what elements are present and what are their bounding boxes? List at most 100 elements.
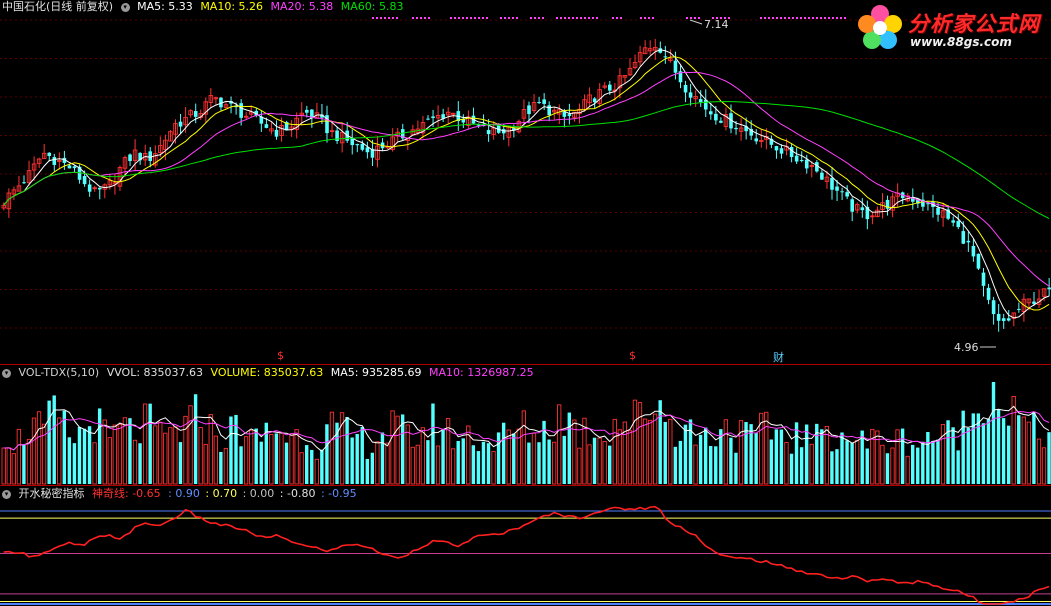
top-dot-marker (836, 17, 838, 19)
volume-bar (1026, 421, 1032, 485)
candle-body (496, 124, 501, 133)
volume-bar (476, 451, 481, 484)
candle (759, 129, 764, 148)
candle (229, 96, 233, 114)
candle (527, 101, 531, 124)
candle-body (769, 138, 774, 145)
top-dot-marker (530, 17, 532, 19)
candle-body (11, 189, 17, 195)
candle-body (608, 84, 612, 91)
volume-bar (622, 421, 628, 485)
volume-bar (1021, 416, 1026, 485)
candle (799, 151, 804, 163)
candle-body (703, 99, 708, 110)
volume-bar (582, 417, 587, 485)
candle-body (57, 160, 62, 162)
candle (41, 144, 47, 159)
candle-body (824, 176, 830, 182)
top-dot-marker (504, 17, 506, 19)
candle-body (1006, 318, 1011, 321)
volume-bar (744, 422, 748, 484)
top-dot-marker (462, 17, 464, 19)
dropdown-icon[interactable]: ▾ (2, 489, 11, 499)
candle (1006, 310, 1011, 322)
candle-body (885, 199, 890, 209)
candle-body (840, 191, 844, 193)
candle-body (36, 158, 42, 164)
candle (996, 304, 1001, 332)
volume-bar (47, 400, 51, 484)
candle (744, 117, 748, 140)
candle (577, 103, 582, 124)
top-dot-marker (384, 17, 386, 19)
level-2-label: : 0.70 (205, 487, 238, 500)
candle (587, 87, 592, 108)
top-dot-marker (686, 17, 688, 19)
candle-body (531, 102, 537, 112)
volume-bar (223, 447, 229, 485)
candle-body (809, 164, 815, 168)
candle (789, 143, 794, 163)
candle-body (92, 187, 97, 190)
top-dot-marker (784, 17, 786, 19)
volume-bar (501, 422, 506, 484)
marker-dollar-1[interactable]: $ (277, 349, 284, 362)
candle (117, 165, 123, 191)
candle-body (107, 180, 113, 186)
volume-bar (345, 416, 349, 484)
candle (47, 152, 52, 162)
volume-bar (714, 446, 718, 484)
candle-body (875, 209, 880, 218)
candle (6, 188, 12, 218)
volume-bar (709, 445, 713, 484)
candle (178, 114, 183, 134)
top-dot-marker (376, 17, 378, 19)
candle (820, 168, 824, 180)
candle-body (632, 62, 638, 69)
dropdown-icon[interactable]: ▾ (120, 2, 130, 12)
candle-body (26, 170, 32, 183)
volume-bar (693, 444, 698, 485)
candle-body (62, 157, 67, 163)
candle-body (279, 124, 284, 136)
candle-body (97, 187, 102, 190)
top-dot-marker (466, 17, 468, 19)
volume-bar (668, 418, 673, 485)
top-dot-marker (372, 17, 374, 19)
volume-bar (860, 430, 864, 484)
top-dot-marker (396, 17, 398, 19)
candle (951, 216, 955, 227)
top-dot-marker (844, 17, 846, 19)
candle (936, 202, 940, 222)
candle (678, 65, 683, 89)
volume-bar (431, 403, 435, 484)
marker-dollar-2[interactable]: $ (629, 349, 636, 362)
candle-body (693, 96, 698, 100)
candle (314, 102, 320, 119)
volume-bar (824, 425, 830, 485)
candle (102, 183, 108, 199)
candle (461, 114, 466, 129)
candle (365, 141, 370, 159)
volume-bar (461, 438, 465, 484)
candle-body (138, 152, 142, 161)
marker-finance[interactable]: 财 (773, 351, 784, 364)
volume-bar (678, 440, 683, 484)
candle (168, 129, 173, 142)
candle-body (486, 130, 491, 135)
candle (1032, 291, 1036, 306)
dropdown-icon[interactable]: ▾ (2, 368, 11, 378)
candle-body (552, 109, 557, 113)
candle (380, 138, 385, 151)
indicator-line-label: 神奇线: -0.65 (92, 487, 161, 500)
vol-ma10-line (3, 410, 1050, 451)
volume-bar (531, 432, 537, 485)
candle (709, 102, 713, 120)
volume-ma-lines (3, 405, 1050, 452)
volume-bar (900, 428, 905, 484)
volume-bar (112, 424, 117, 485)
volume-bar (299, 452, 304, 485)
candle-body (461, 118, 466, 123)
candle (754, 129, 759, 145)
